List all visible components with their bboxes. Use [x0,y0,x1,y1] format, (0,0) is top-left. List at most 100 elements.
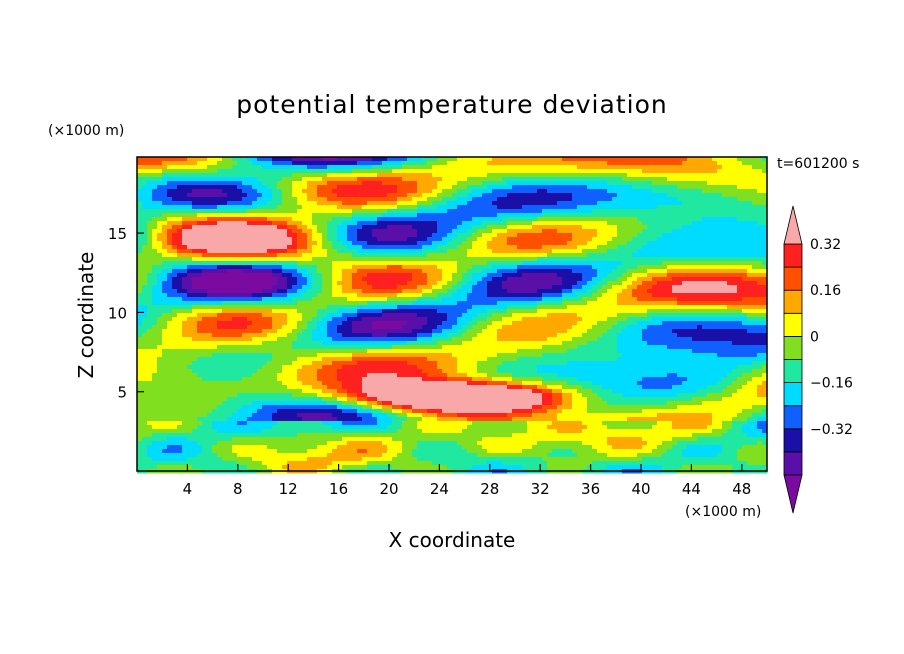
heatmap-cell [452,337,473,342]
heatmap-cell [607,161,683,166]
heatmap-cell [437,361,458,366]
heatmap-cell [437,225,458,230]
heatmap-cell [562,277,583,282]
heatmap-cell [187,245,288,250]
colorbar-extend-high [783,205,803,245]
heatmap-cell [352,277,363,282]
heatmap-cell [257,409,278,414]
heatmap-cell [582,249,608,254]
heatmap-cell [152,301,223,306]
heatmap-cell [597,449,653,454]
heatmap-cell [597,201,683,206]
heatmap-cell [342,285,353,290]
heatmap-cell [332,413,358,418]
heatmap-cell [302,389,323,394]
heatmap-cell [597,245,618,250]
heatmap-cell [182,241,293,246]
heatmap-cell [542,377,578,382]
heatmap-cell [297,369,318,374]
heatmap-cell [487,293,543,298]
heatmap-cell [612,445,643,450]
heatmap-cell [737,285,768,290]
heatmap-cell [502,461,548,466]
heatmap-cell [597,337,618,342]
heatmap-cell [232,437,343,442]
heatmap-cell [437,181,458,186]
heatmap-cell [582,273,598,278]
heatmap-cell [152,425,178,430]
heatmap-cell [622,281,633,286]
heatmap-cell [317,201,343,206]
heatmap-cell [332,285,343,290]
heatmap-cell [647,273,668,278]
heatmap-cell [652,317,748,322]
heatmap-cell [472,325,488,330]
heatmap-cell [507,237,573,242]
heatmap-cell [147,281,158,286]
heatmap-cell [517,265,593,270]
heatmap-cell [267,333,288,338]
heatmap-cell [467,449,488,454]
heatmap-cell [312,237,323,242]
heatmap-cell [282,189,293,194]
heatmap-cell [462,277,473,282]
heatmap-cell [277,225,288,230]
heatmap-cell [542,389,553,394]
heatmap-cell [757,189,768,194]
heatmap-cell [607,221,643,226]
heatmap-cell [322,241,333,246]
heatmap-cell [637,453,663,458]
colorbar-extend-low [783,474,803,514]
heatmap-cell [397,205,418,210]
heatmap-cell [172,237,183,242]
heatmap-cell [272,425,333,430]
heatmap-cell [607,281,623,286]
heatmap-cell [292,285,303,290]
heatmap-cell [147,445,168,450]
heatmap-cell [582,225,618,230]
heatmap-cell [642,229,673,234]
heatmap-cell [677,393,708,398]
heatmap-cell [147,241,153,246]
heatmap-cell [192,249,208,254]
heatmap-cell [187,193,228,198]
heatmap-cell [147,313,163,318]
heatmap-cell [137,417,198,422]
heatmap-cell [137,273,148,278]
heatmap-cell [357,313,383,318]
heatmap-cell [727,429,743,434]
heatmap-cell [137,425,153,430]
heatmap-cell [292,161,358,166]
heatmap-cell [412,225,438,230]
heatmap-cell [452,293,468,298]
heatmap-cell [187,437,233,442]
heatmap-cell [307,241,318,246]
heatmap-cell [192,285,273,290]
heatmap-cell [192,277,278,282]
heatmap-cell [617,245,643,250]
heatmap-cell [677,373,728,378]
heatmap-cell [297,373,318,378]
heatmap-cell [272,321,288,326]
heatmap-cell [472,273,488,278]
heatmap-cell [317,373,338,378]
heatmap-cell [402,177,443,182]
heatmap-cell [247,157,258,162]
heatmap-cell [732,425,743,430]
heatmap-cell [167,445,183,450]
heatmap-cell [282,325,298,330]
heatmap-cell [747,273,768,278]
heatmap-cell [322,357,353,362]
heatmap-cell [152,457,188,462]
heatmap-cell [422,429,463,434]
heatmap-cell [292,341,323,346]
heatmap-cell [147,181,168,186]
heatmap-cell [472,285,488,290]
heatmap-cell [757,353,768,358]
heatmap-cell [212,333,243,338]
heatmap-cell [152,377,203,382]
heatmap-cell [407,157,423,162]
heatmap-cell [317,293,333,298]
heatmap-cell [137,213,163,218]
heatmap-cell [407,361,438,366]
